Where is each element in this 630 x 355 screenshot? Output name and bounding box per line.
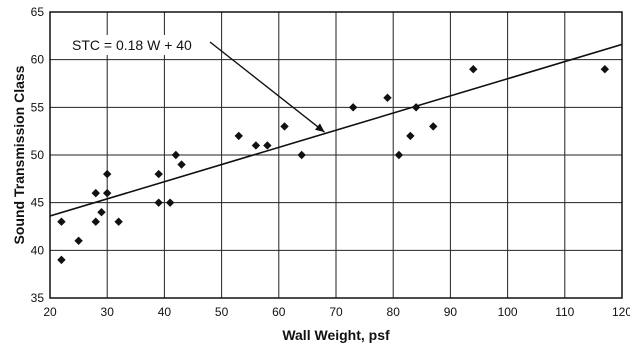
data-point [91,217,100,226]
trendline-equation-label: STC = 0.18 W + 40 [72,37,192,53]
y-tick-label: 55 [31,100,45,114]
x-tick-label: 60 [272,305,286,319]
data-point [348,103,358,112]
y-tick-label: 60 [31,53,45,67]
x-tick-label: 40 [158,305,172,319]
x-tick-label: 70 [329,305,343,319]
data-point [411,103,421,112]
data-point [103,188,112,198]
x-tick-label: 120 [612,305,630,319]
annotation-arrow-line [209,41,325,133]
data-points [57,65,610,265]
y-tick-label: 35 [31,291,45,305]
data-point [91,188,100,198]
y-axis-label: Sound Transmission Class [11,65,27,244]
data-point [165,198,175,207]
grid-lines [50,12,622,298]
data-point [406,131,415,141]
data-point [297,150,306,160]
annotation-group: STC = 0.18 W + 40 [68,35,325,133]
data-point [114,217,123,226]
y-tick-label: 45 [31,196,45,210]
annotation-arrowhead [315,123,325,133]
data-point [280,122,289,131]
data-point [394,150,404,160]
x-tick-label: 110 [555,305,574,319]
x-tick-labels: 20 30 40 50 60 70 80 90 100 110 120 [43,305,630,319]
data-point [97,208,106,217]
data-point [234,131,243,141]
data-point [103,169,112,179]
x-tick-label: 50 [215,305,229,319]
data-point [177,160,186,169]
annotation-background [68,35,212,55]
x-tick-label: 30 [101,305,115,319]
x-axis-label: Wall Weight, psf [282,327,390,343]
trendline-group [50,43,622,217]
data-point [74,236,83,245]
data-point [383,93,392,102]
trendline [50,43,622,217]
data-point [469,65,478,74]
y-tick-label: 50 [31,148,45,162]
x-tick-label: 80 [387,305,401,319]
y-tick-label: 40 [31,243,45,257]
plot-frame [49,11,623,299]
x-tick-label: 90 [444,305,458,319]
data-point [600,65,610,74]
data-point [429,122,438,131]
data-point [154,198,163,207]
data-point [57,255,66,265]
x-tick-label: 20 [43,305,57,319]
data-point [154,169,163,179]
data-point [263,141,272,150]
data-point [171,150,181,160]
data-point [57,217,66,226]
y-tick-label: 65 [31,5,45,19]
x-tick-label: 100 [498,305,518,319]
y-tick-labels: 35 40 45 50 55 60 65 [31,5,45,305]
data-point [251,141,261,150]
